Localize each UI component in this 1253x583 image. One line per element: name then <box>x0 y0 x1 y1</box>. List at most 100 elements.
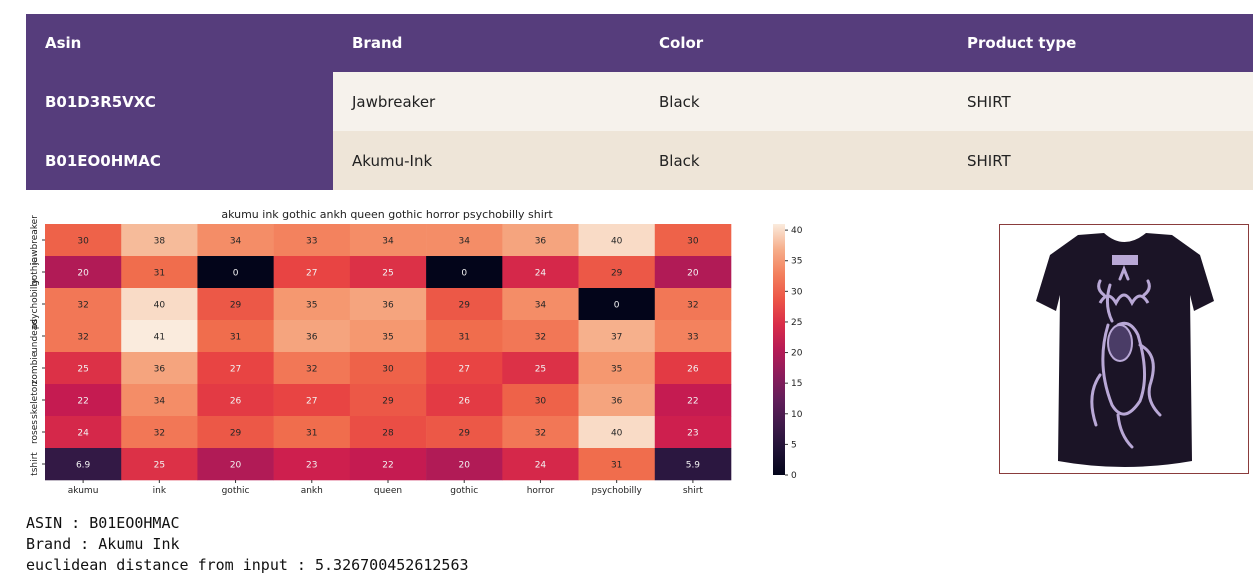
cell-asin: B01EO0HMAC <box>26 131 333 190</box>
cell-value-label: 30 <box>535 397 547 407</box>
heatmap-cell <box>273 320 351 353</box>
cell-value-label: 29 <box>458 301 470 311</box>
cell-value-label: 29 <box>611 269 623 279</box>
header-asin: Asin <box>26 14 333 72</box>
cell-value-label: 32 <box>154 429 165 439</box>
heatmap-cell <box>197 384 274 417</box>
heatmap-cell <box>121 384 198 417</box>
colorbar-tick-label: 20 <box>791 349 803 359</box>
colorbar-tick-label: 0 <box>791 471 797 481</box>
cell-value-label: 36 <box>611 397 623 407</box>
heatmap-cell <box>426 416 503 449</box>
heatmap-cell <box>45 416 122 449</box>
cell-value-label: 0 <box>614 301 620 311</box>
heatmap-cell <box>45 352 122 385</box>
cell-color: Black <box>640 72 948 131</box>
product-info-table: Asin Brand Color Product type B01D3R5VXC… <box>26 14 1253 190</box>
print-face <box>1107 324 1133 362</box>
cell-value-label: 22 <box>77 397 88 407</box>
header-color: Color <box>640 14 948 72</box>
heatmap-cell <box>578 384 656 417</box>
heatmap-cell <box>654 320 732 353</box>
heatmap-cell <box>273 448 351 481</box>
cell-value-label: 32 <box>77 333 88 343</box>
heatmap-cell <box>121 352 198 385</box>
cell-value-label: 32 <box>535 333 546 343</box>
cell-value-label: 31 <box>306 429 317 439</box>
heatmap-cell <box>349 224 427 257</box>
heatmap-cell <box>121 320 198 353</box>
cell-value-label: 40 <box>611 237 623 247</box>
tshirt-image <box>1036 233 1214 467</box>
cell-value-label: 25 <box>382 269 393 279</box>
cell-value-label: 35 <box>611 365 622 375</box>
cell-value-label: 24 <box>535 269 547 279</box>
cell-asin: B01D3R5VXC <box>26 72 333 131</box>
heatmap-cell <box>502 384 579 417</box>
heatmap-cell <box>349 416 427 449</box>
heatmap-cell <box>121 256 198 289</box>
cell-value-label: 24 <box>535 461 547 471</box>
heatmap-cell <box>654 384 732 417</box>
cell-value-label: 6.9 <box>76 461 91 471</box>
x-tick-label: gothic <box>222 486 250 496</box>
cell-value-label: 5.9 <box>686 461 701 471</box>
cell-value-label: 40 <box>611 429 623 439</box>
cell-value-label: 0 <box>233 269 239 279</box>
cell-value-label: 29 <box>230 301 242 311</box>
heatmap-cell <box>654 288 732 321</box>
cell-value-label: 20 <box>458 461 470 471</box>
heatmap-cell <box>349 320 427 353</box>
cell-value-label: 33 <box>687 333 698 343</box>
heatmap-cell <box>654 224 732 257</box>
heatmap-cell <box>426 288 503 321</box>
x-tick-label: ink <box>153 486 167 496</box>
heatmap-cell <box>426 320 503 353</box>
heatmap-cell <box>502 256 579 289</box>
caption-distance: euclidean distance from input : 5.326700… <box>26 556 469 574</box>
cell-product-type: SHIRT <box>948 131 1253 190</box>
colorbar-tick-label: 40 <box>791 226 803 236</box>
heatmap-cell <box>45 384 122 417</box>
cell-value-label: 38 <box>154 237 166 247</box>
cell-value-label: 25 <box>77 365 88 375</box>
cell-product-type: SHIRT <box>948 72 1253 131</box>
cell-value-label: 20 <box>687 269 699 279</box>
cell-value-label: 32 <box>687 301 698 311</box>
heatmap-cell <box>273 416 351 449</box>
header-brand: Brand <box>333 14 640 72</box>
heatmap-cell <box>502 224 579 257</box>
cell-value-label: 34 <box>535 301 547 311</box>
heatmap-cell <box>426 224 503 257</box>
heatmap-cell <box>654 256 732 289</box>
cell-value-label: 34 <box>154 397 166 407</box>
cell-value-label: 25 <box>535 365 546 375</box>
table-header-row: Asin Brand Color Product type <box>26 14 1253 72</box>
cell-value-label: 31 <box>611 461 622 471</box>
heatmap-cell <box>502 416 579 449</box>
heatmap-cell <box>273 352 351 385</box>
cell-value-label: 29 <box>382 397 394 407</box>
cell-value-label: 34 <box>458 237 470 247</box>
y-tick-label: skeleton <box>30 381 40 419</box>
x-tick-label: ankh <box>301 486 323 496</box>
heatmap-cell <box>121 224 198 257</box>
cell-value-label: 31 <box>458 333 469 343</box>
heatmap-cell <box>349 448 427 481</box>
cell-value-label: 30 <box>382 365 394 375</box>
x-axis-ticks: akumu ink gothic ankh queen gothic horror psych… <box>68 480 703 496</box>
x-tick-label: gothic <box>450 486 478 496</box>
header-product-type: Product type <box>948 14 1253 72</box>
heatmap-cell <box>426 256 503 289</box>
y-tick-label: psychobilly <box>30 278 40 329</box>
heatmap-cell <box>578 352 656 385</box>
table-row: B01EO0HMAC Akumu-Ink Black SHIRT <box>26 131 1253 190</box>
caption-brand: Brand : Akumu Ink <box>26 535 180 553</box>
heatmap-cell <box>426 352 503 385</box>
heatmap-cell <box>502 288 579 321</box>
cell-value-label: 27 <box>230 365 241 375</box>
cell-value-label: 37 <box>611 333 622 343</box>
heatmap-cell <box>426 448 503 481</box>
heatmap-cell <box>197 448 274 481</box>
heatmap-cell <box>654 416 732 449</box>
